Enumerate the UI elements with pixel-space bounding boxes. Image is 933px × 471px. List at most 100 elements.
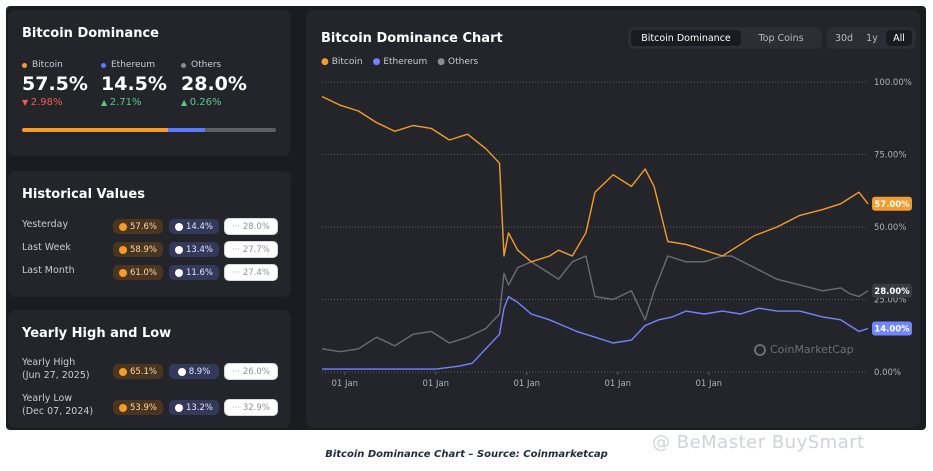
coinmarketcap-watermark: CoinMarketCap <box>754 343 854 356</box>
range-1y[interactable]: 1y <box>866 32 878 44</box>
others-value: 32.9% <box>242 402 270 413</box>
x-tick-label: 01 Jan <box>331 379 358 389</box>
x-tick-label: 01 Jan <box>513 379 540 389</box>
figure-caption: Bitcoin Dominance Chart – Source: Coinma… <box>325 449 608 460</box>
legend-bitcoin-label: Bitcoin <box>331 57 363 67</box>
row-label-yearly-low: Yearly Low (Dec 07, 2024) <box>22 392 93 418</box>
series-line-bitcoin <box>321 95 869 263</box>
btc-pill: 65.1% <box>113 364 163 379</box>
others-label: Others <box>191 60 222 70</box>
others-value: 28.0% <box>181 73 247 95</box>
ellipsis-icon: ··· <box>232 367 240 376</box>
x-tick-label: 01 Jan <box>604 379 631 389</box>
coinmarketcap-text: CoinMarketCap <box>770 343 854 356</box>
x-tick-label: 01 Jan <box>422 379 449 389</box>
historical-title: Historical Values <box>22 187 145 202</box>
bitcoin-icon <box>118 222 127 231</box>
tab-bitcoin-dominance[interactable]: Bitcoin Dominance <box>631 30 741 46</box>
eth-pill: 11.6% <box>169 265 219 280</box>
yearly-low-date: (Dec 07, 2024) <box>22 406 94 417</box>
legend-others[interactable]: ● Others <box>437 57 478 67</box>
series-line-others <box>321 255 869 353</box>
ethereum-dot-icon: ● <box>372 57 384 67</box>
others-pill: ··· 26.0% <box>224 363 278 380</box>
btc-pill: 61.0% <box>113 265 163 280</box>
bitcoin-icon <box>118 367 127 376</box>
ethereum-icon <box>174 222 183 231</box>
btc-value: 65.1% <box>129 366 157 377</box>
yearly-low-label: Yearly Low <box>22 393 73 404</box>
last-value-label-ethereum: 14.00% <box>874 325 910 335</box>
others-change: ▲ 0.26% <box>181 97 247 108</box>
dominance-card: Bitcoin Dominance Bitcoin 57.5% ▼ 2.98% … <box>8 10 291 156</box>
ethereum-change: ▲ 2.71% <box>101 97 167 108</box>
ellipsis-icon: ··· <box>232 245 240 254</box>
dominance-bar <box>22 128 276 132</box>
legend-bitcoin[interactable]: ● Bitcoin <box>321 57 363 67</box>
others-dot-icon <box>181 62 186 68</box>
btc-value: 61.0% <box>129 267 157 278</box>
eth-pill: 8.9% <box>169 364 219 379</box>
btc-value: 57.6% <box>129 221 157 232</box>
legend-ethereum-label: Ethereum <box>383 57 428 67</box>
last-value-label-bitcoin: 57.00% <box>874 200 910 210</box>
row-label-last-month: Last Month <box>22 265 75 276</box>
coinmarketcap-logo-icon <box>754 343 766 356</box>
others-value: 28.0% <box>242 221 270 232</box>
y-tick-label: 75.00% <box>874 151 906 161</box>
up-arrow-icon: ▲ <box>181 98 190 107</box>
yearly-card: Yearly High and Low Yearly High (Jun 27, … <box>8 310 291 428</box>
bitcoin-change: ▼ 2.98% <box>22 97 88 108</box>
range-toggle: 30d 1y All <box>827 27 916 49</box>
eth-pill: 13.2% <box>169 400 219 415</box>
eth-value: 13.4% <box>185 244 213 255</box>
x-tick-label: 01 Jan <box>695 379 722 389</box>
y-tick-label: 0.00% <box>874 368 901 378</box>
ellipsis-icon: ··· <box>232 403 240 412</box>
ethereum-stat: Ethereum 14.5% ▲ 2.71% <box>101 60 167 108</box>
row-label-yesterday: Yesterday <box>22 219 69 230</box>
bitcoin-icon <box>118 403 127 412</box>
bitcoin-icon <box>118 245 127 254</box>
ethereum-icon <box>174 245 183 254</box>
ellipsis-icon: ··· <box>232 222 240 231</box>
series-line-ethereum <box>322 295 869 370</box>
yearly-title: Yearly High and Low <box>22 326 172 341</box>
eth-value: 11.6% <box>185 267 213 278</box>
chart-panel: Bitcoin Dominance Chart Bitcoin Dominanc… <box>306 10 920 428</box>
last-value-badge-others <box>872 283 912 298</box>
ethereum-icon <box>174 268 183 277</box>
row-label-yearly-high: Yearly High (Jun 27, 2025) <box>22 356 90 382</box>
btc-value: 53.9% <box>129 402 157 413</box>
bitcoin-dot-icon: ● <box>321 57 332 67</box>
last-value-label-others: 28.00% <box>874 287 910 297</box>
last-value-badge-ethereum <box>872 321 912 336</box>
btc-pill: 53.9% <box>113 400 163 415</box>
eth-value: 8.9% <box>188 366 211 377</box>
historical-card: Historical Values Yesterday 57.6% 14.4% … <box>8 171 291 297</box>
chart-title: Bitcoin Dominance Chart <box>321 31 503 46</box>
legend-ethereum[interactable]: ● Ethereum <box>373 57 428 67</box>
others-pill: ··· 27.7% <box>224 241 278 258</box>
others-pill: ··· 32.9% <box>224 399 278 416</box>
bitcoin-change-value: 2.98% <box>30 97 63 108</box>
bitcoin-stat: Bitcoin 57.5% ▼ 2.98% <box>22 60 88 108</box>
site-watermark: @ BeMaster BuySmart <box>652 432 865 453</box>
tab-top-coins[interactable]: Top Coins <box>758 32 804 44</box>
range-30d[interactable]: 30d <box>834 32 854 44</box>
legend-others-label: Others <box>448 57 479 67</box>
dominance-line-chart: 100.00% 75.00% 50.00% 25.00% 0.00% 01 Jan 01 J… <box>321 78 912 389</box>
range-all[interactable]: All <box>886 30 912 46</box>
others-pill: ··· 27.4% <box>224 264 278 281</box>
eth-value: 13.2% <box>185 402 213 413</box>
ethereum-change-value: 2.71% <box>109 97 142 108</box>
dominance-bar-ethereum <box>168 128 205 132</box>
bitcoin-dot-icon <box>22 62 27 68</box>
down-arrow-icon: ▼ <box>22 98 31 107</box>
btc-value: 58.9% <box>129 244 157 255</box>
ethereum-label: Ethereum <box>111 60 155 70</box>
y-tick-label: 50.00% <box>874 223 906 233</box>
y-tick-label: 25.00% <box>874 296 906 306</box>
ethereum-icon <box>177 367 186 376</box>
ethereum-value: 14.5% <box>101 73 167 95</box>
